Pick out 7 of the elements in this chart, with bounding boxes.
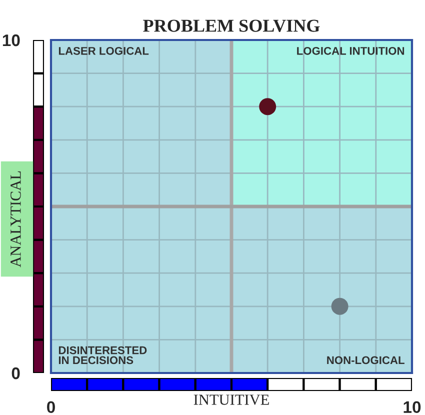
x-axis-title: INTUITIVE (194, 394, 269, 405)
y-axis-title: ANALYTICAL (10, 171, 21, 268)
annotation: LASER LOGICAL (58, 46, 149, 55)
annotation: DISINTERESTED IN DECISIONS (58, 346, 147, 364)
annotation: NON-LOGICAL (327, 356, 404, 364)
annotation: LOGICAL INTUITION (297, 46, 404, 55)
chart-title: PROBLEM SOLVING (143, 20, 320, 32)
